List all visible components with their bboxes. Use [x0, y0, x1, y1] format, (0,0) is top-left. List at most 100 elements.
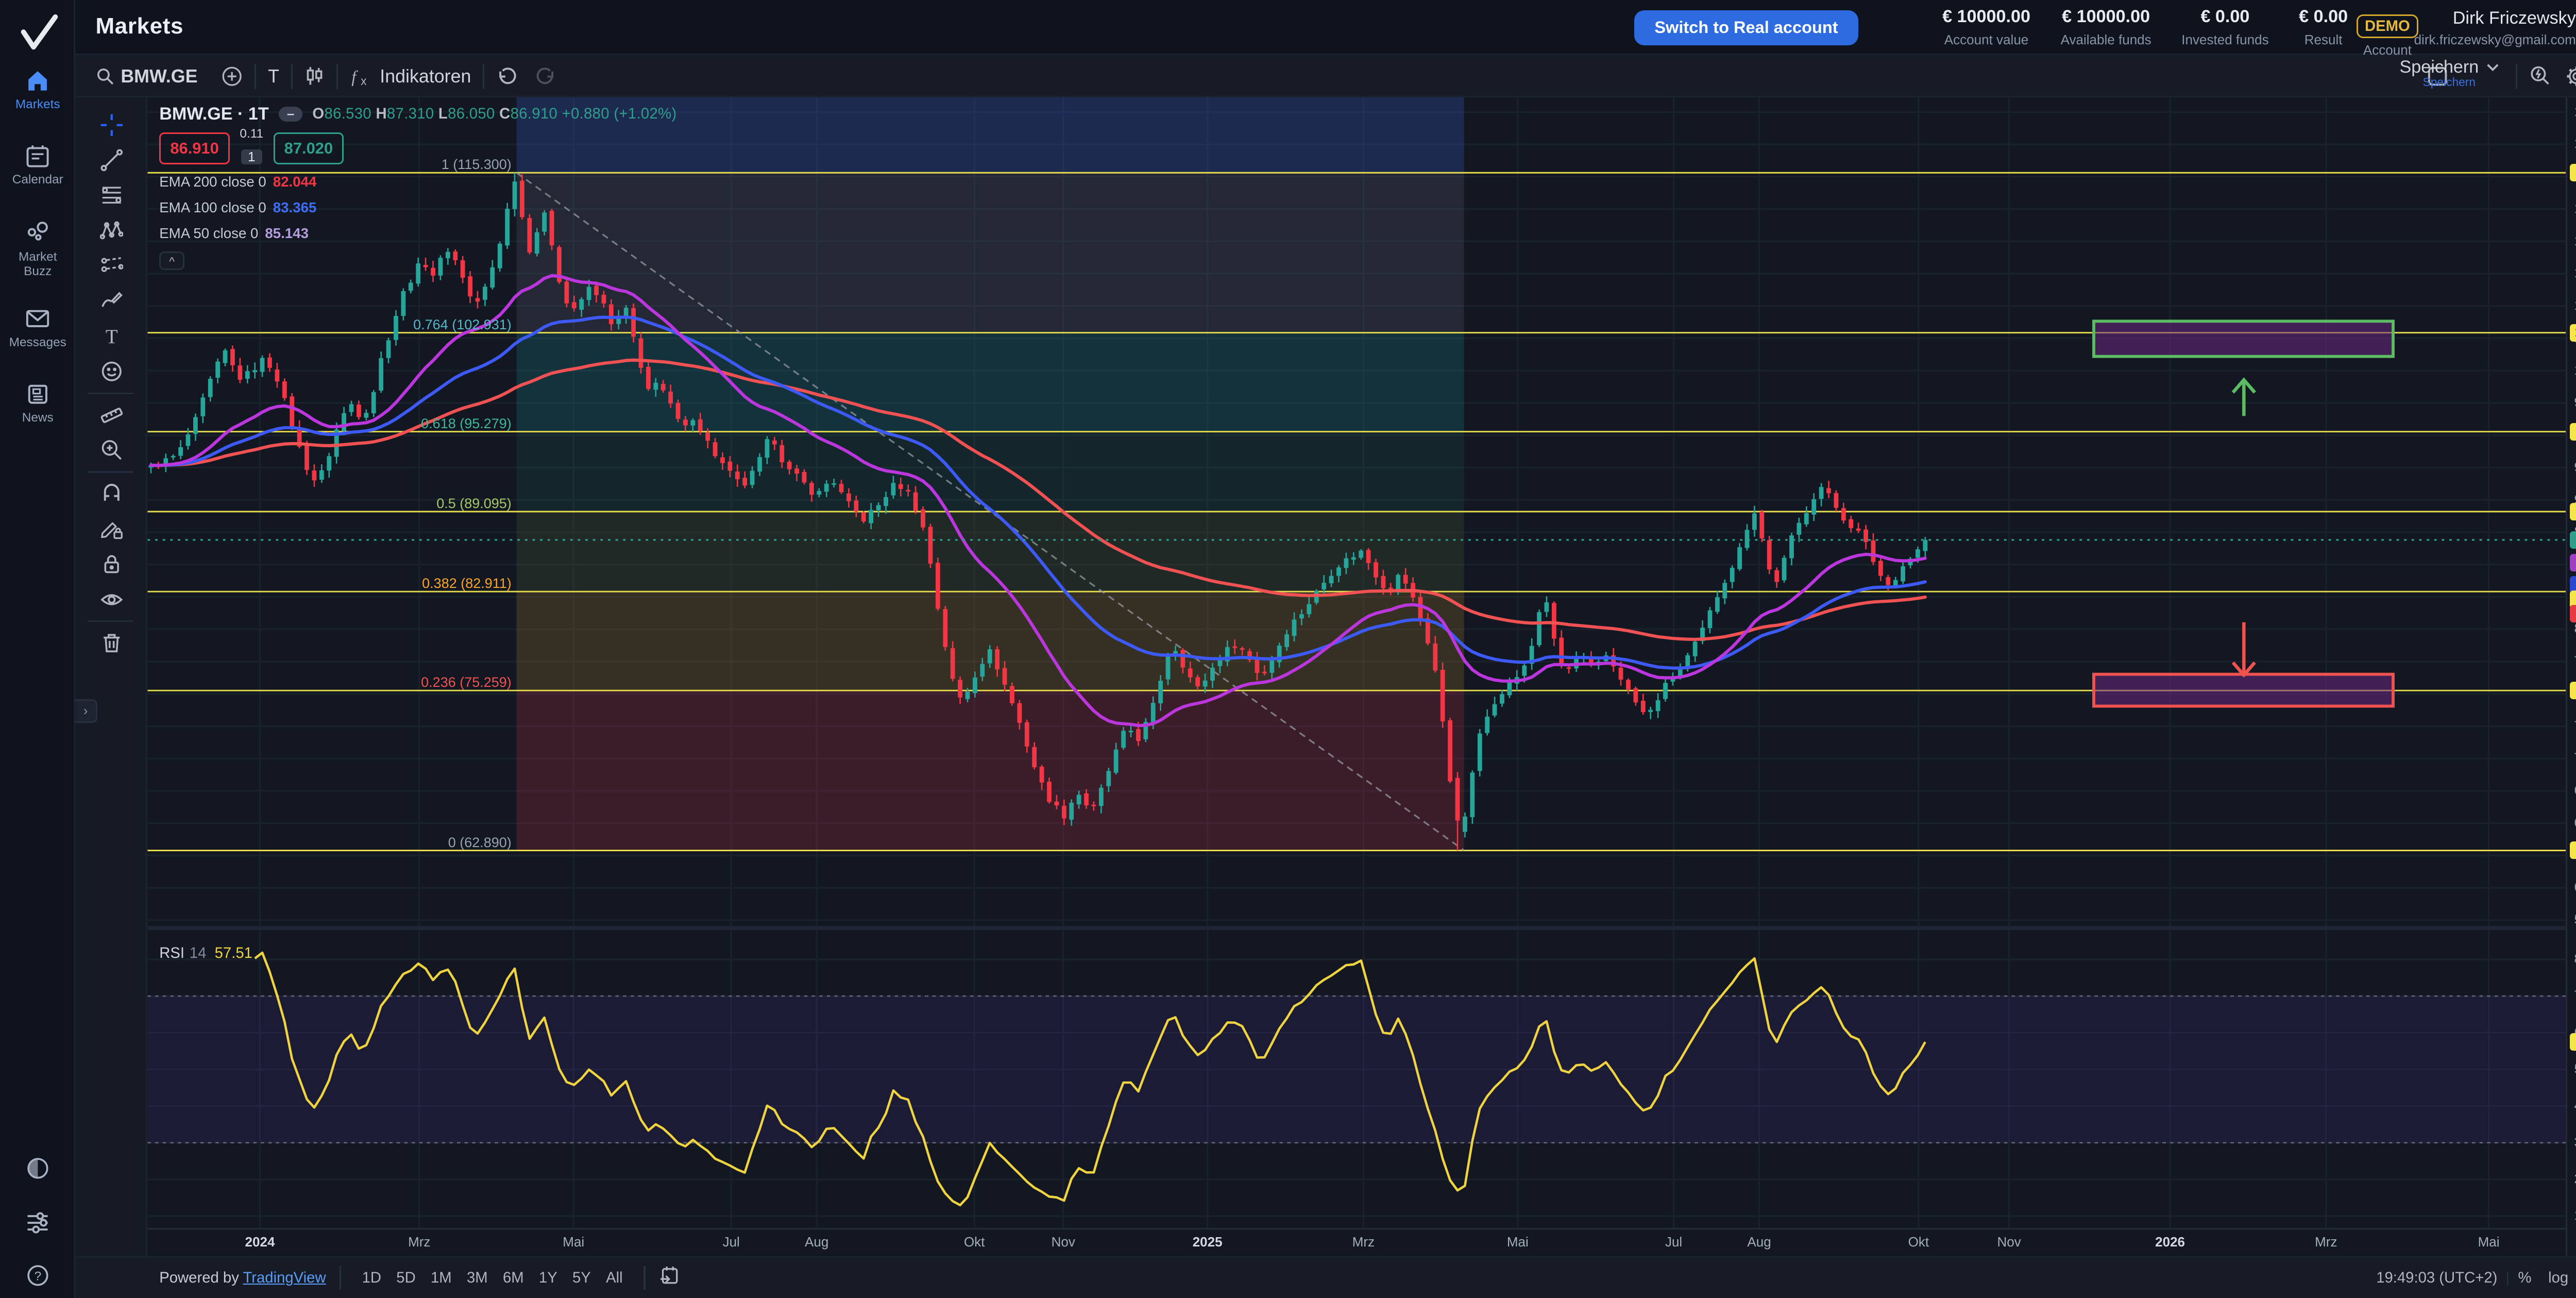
text-tool-tool[interactable]: T [75, 318, 147, 353]
price-tag: 102.931 [2570, 324, 2576, 342]
log-scale-toggle[interactable]: log [2548, 1269, 2569, 1287]
price-tag: 57.51 [2570, 1033, 2576, 1051]
range-button-5y[interactable]: 5Y [572, 1269, 591, 1287]
save-layout-button[interactable]: Speichern Speichern [2400, 57, 2499, 90]
price-tick: 92.500 [2574, 460, 2576, 475]
chart-surface[interactable] [147, 97, 2566, 1298]
panel-expand-chevron[interactable]: › [75, 699, 97, 723]
price-axis[interactable]: 120.000117.500115.000112.500110.000107.5… [2566, 97, 2576, 1257]
undo-button[interactable] [496, 66, 518, 87]
range-button-all[interactable]: All [606, 1269, 623, 1287]
chart-style-button[interactable] [304, 65, 325, 87]
hide-drawings-eye-tool[interactable] [75, 582, 147, 617]
remove-drawings-trash-icon [103, 634, 120, 653]
time-tick: Mrz [2315, 1234, 2337, 1250]
search-icon [97, 69, 113, 85]
target-box-down [2092, 672, 2395, 708]
legend-hide-button[interactable]: – [279, 107, 302, 122]
stat-value: € 10000.00 [2062, 7, 2150, 27]
layout-select-button[interactable] [2427, 65, 2448, 87]
rsi-tick: 50.00 [2574, 1062, 2576, 1077]
ruler-tool[interactable] [75, 397, 147, 432]
range-button-1m[interactable]: 1M [431, 1269, 452, 1287]
xabcd-pattern-tool[interactable] [75, 213, 147, 248]
switch-to-real-button[interactable]: Switch to Real account [1634, 10, 1858, 45]
time-tick: 2025 [1192, 1234, 1223, 1250]
price-tick: 57.500 [2574, 913, 2576, 928]
percent-scale-toggle[interactable]: % [2518, 1269, 2532, 1287]
zoom-in-tool[interactable] [75, 433, 147, 468]
pane-divider [147, 925, 2566, 930]
stat-value: € 0.00 [2299, 7, 2348, 27]
lock-all-tool[interactable] [75, 547, 147, 582]
symbol-search-button[interactable]: BMW.GE [96, 66, 197, 87]
redo-button[interactable] [535, 66, 556, 87]
legend-ohlc: O86.530 H87.310 L86.050 C86.910 +0.880 (… [312, 105, 677, 123]
fib-level-label: 0 (62.890) [448, 834, 512, 850]
range-button-5d[interactable]: 5D [396, 1269, 416, 1287]
sidebar-item-news[interactable]: News [0, 381, 75, 425]
goto-date-button[interactable] [659, 1262, 681, 1293]
time-tick: Mrz [1352, 1234, 1375, 1250]
trend-line-tool[interactable] [75, 143, 147, 178]
magnet-tool[interactable] [75, 476, 147, 511]
rsi-tick: 80.00 [2574, 952, 2576, 967]
fib-retracement-tool[interactable] [75, 178, 147, 213]
calendar-icon [26, 145, 49, 167]
sidebar-item-markets[interactable]: Markets [0, 67, 75, 111]
legend-collapse-button[interactable]: ^ [159, 251, 185, 270]
fib-bands [516, 97, 1464, 851]
help-icon[interactable]: ? [0, 1263, 75, 1295]
range-button-3m[interactable]: 3M [466, 1269, 488, 1287]
price-tag: 75.259 [2570, 682, 2576, 700]
sidebar-item-market-buzz[interactable]: Market Buzz [0, 220, 75, 278]
stat-label: Available funds [2060, 31, 2151, 47]
rsi-tick: 10.00 [2574, 1208, 2576, 1223]
time-axis[interactable]: 2024 Mrz Mai Jul Aug Okt Nov 2025 Mrz Mai Jul Aug Ok… [147, 1227, 2566, 1257]
drawing-lock-tool[interactable] [75, 512, 147, 547]
range-button-6m[interactable]: 6M [502, 1269, 524, 1287]
settings-gear-icon[interactable] [2566, 65, 2576, 87]
tradingview-link[interactable]: TradingView [243, 1269, 326, 1287]
clock[interactable]: 19:49:03 (UTC+2) [2376, 1269, 2498, 1287]
home-icon [28, 71, 47, 91]
quantity-field[interactable]: 1 [241, 149, 262, 164]
remove-drawings-trash-tool[interactable] [75, 626, 147, 661]
range-button-1d[interactable]: 1D [362, 1269, 381, 1287]
crosshair-tool[interactable] [75, 107, 147, 142]
account-stats: € 10000.00 Account value € 10000.00 Availab… [1942, 7, 2348, 48]
range-button-1y[interactable]: 1Y [538, 1269, 557, 1287]
sidebar-item-messages[interactable]: Messages [0, 305, 75, 349]
sidebar-item-calendar[interactable]: Calendar [0, 143, 75, 187]
stat-label: Result [2304, 31, 2343, 47]
rsi-line [254, 951, 1926, 1207]
buy-button[interactable]: 87.020 [273, 132, 344, 164]
price-tick: 117.500 [2574, 137, 2576, 151]
theme-contrast-icon[interactable] [0, 1156, 75, 1188]
ema-value: 85.143 [265, 225, 309, 241]
preferences-sliders-icon[interactable] [0, 1209, 75, 1243]
sell-button[interactable]: 86.910 [159, 132, 230, 164]
chart-legend: BMW.GE · 1T – O86.530 H87.310 L86.050 C8… [159, 104, 676, 270]
emoji-tool[interactable] [75, 354, 147, 389]
time-tick: Jul [722, 1234, 740, 1250]
ema-value: 83.365 [273, 199, 317, 215]
forecast-tool[interactable] [75, 248, 147, 283]
price-tick: 80.000 [2574, 621, 2576, 636]
ema-label: EMA 50 close 0 [159, 225, 259, 241]
price-tick: 72.500 [2574, 719, 2576, 734]
xabcd-pattern-icon [99, 221, 124, 240]
rsi-tick: 70.00 [2574, 988, 2576, 1003]
add-compare-button[interactable] [221, 65, 243, 87]
price-tag: 95.279 [2570, 423, 2576, 441]
drawing-toolbar: T [75, 97, 148, 1298]
interval-button[interactable]: T [268, 66, 279, 87]
price-tick: 97.500 [2574, 395, 2576, 410]
account-stat: € 0.00 Result [2299, 7, 2348, 48]
stat-label: Account value [1944, 31, 2029, 47]
drawing-lock-icon [100, 522, 123, 539]
brush-tool[interactable] [75, 283, 147, 318]
quick-search-icon[interactable] [2529, 65, 2551, 87]
